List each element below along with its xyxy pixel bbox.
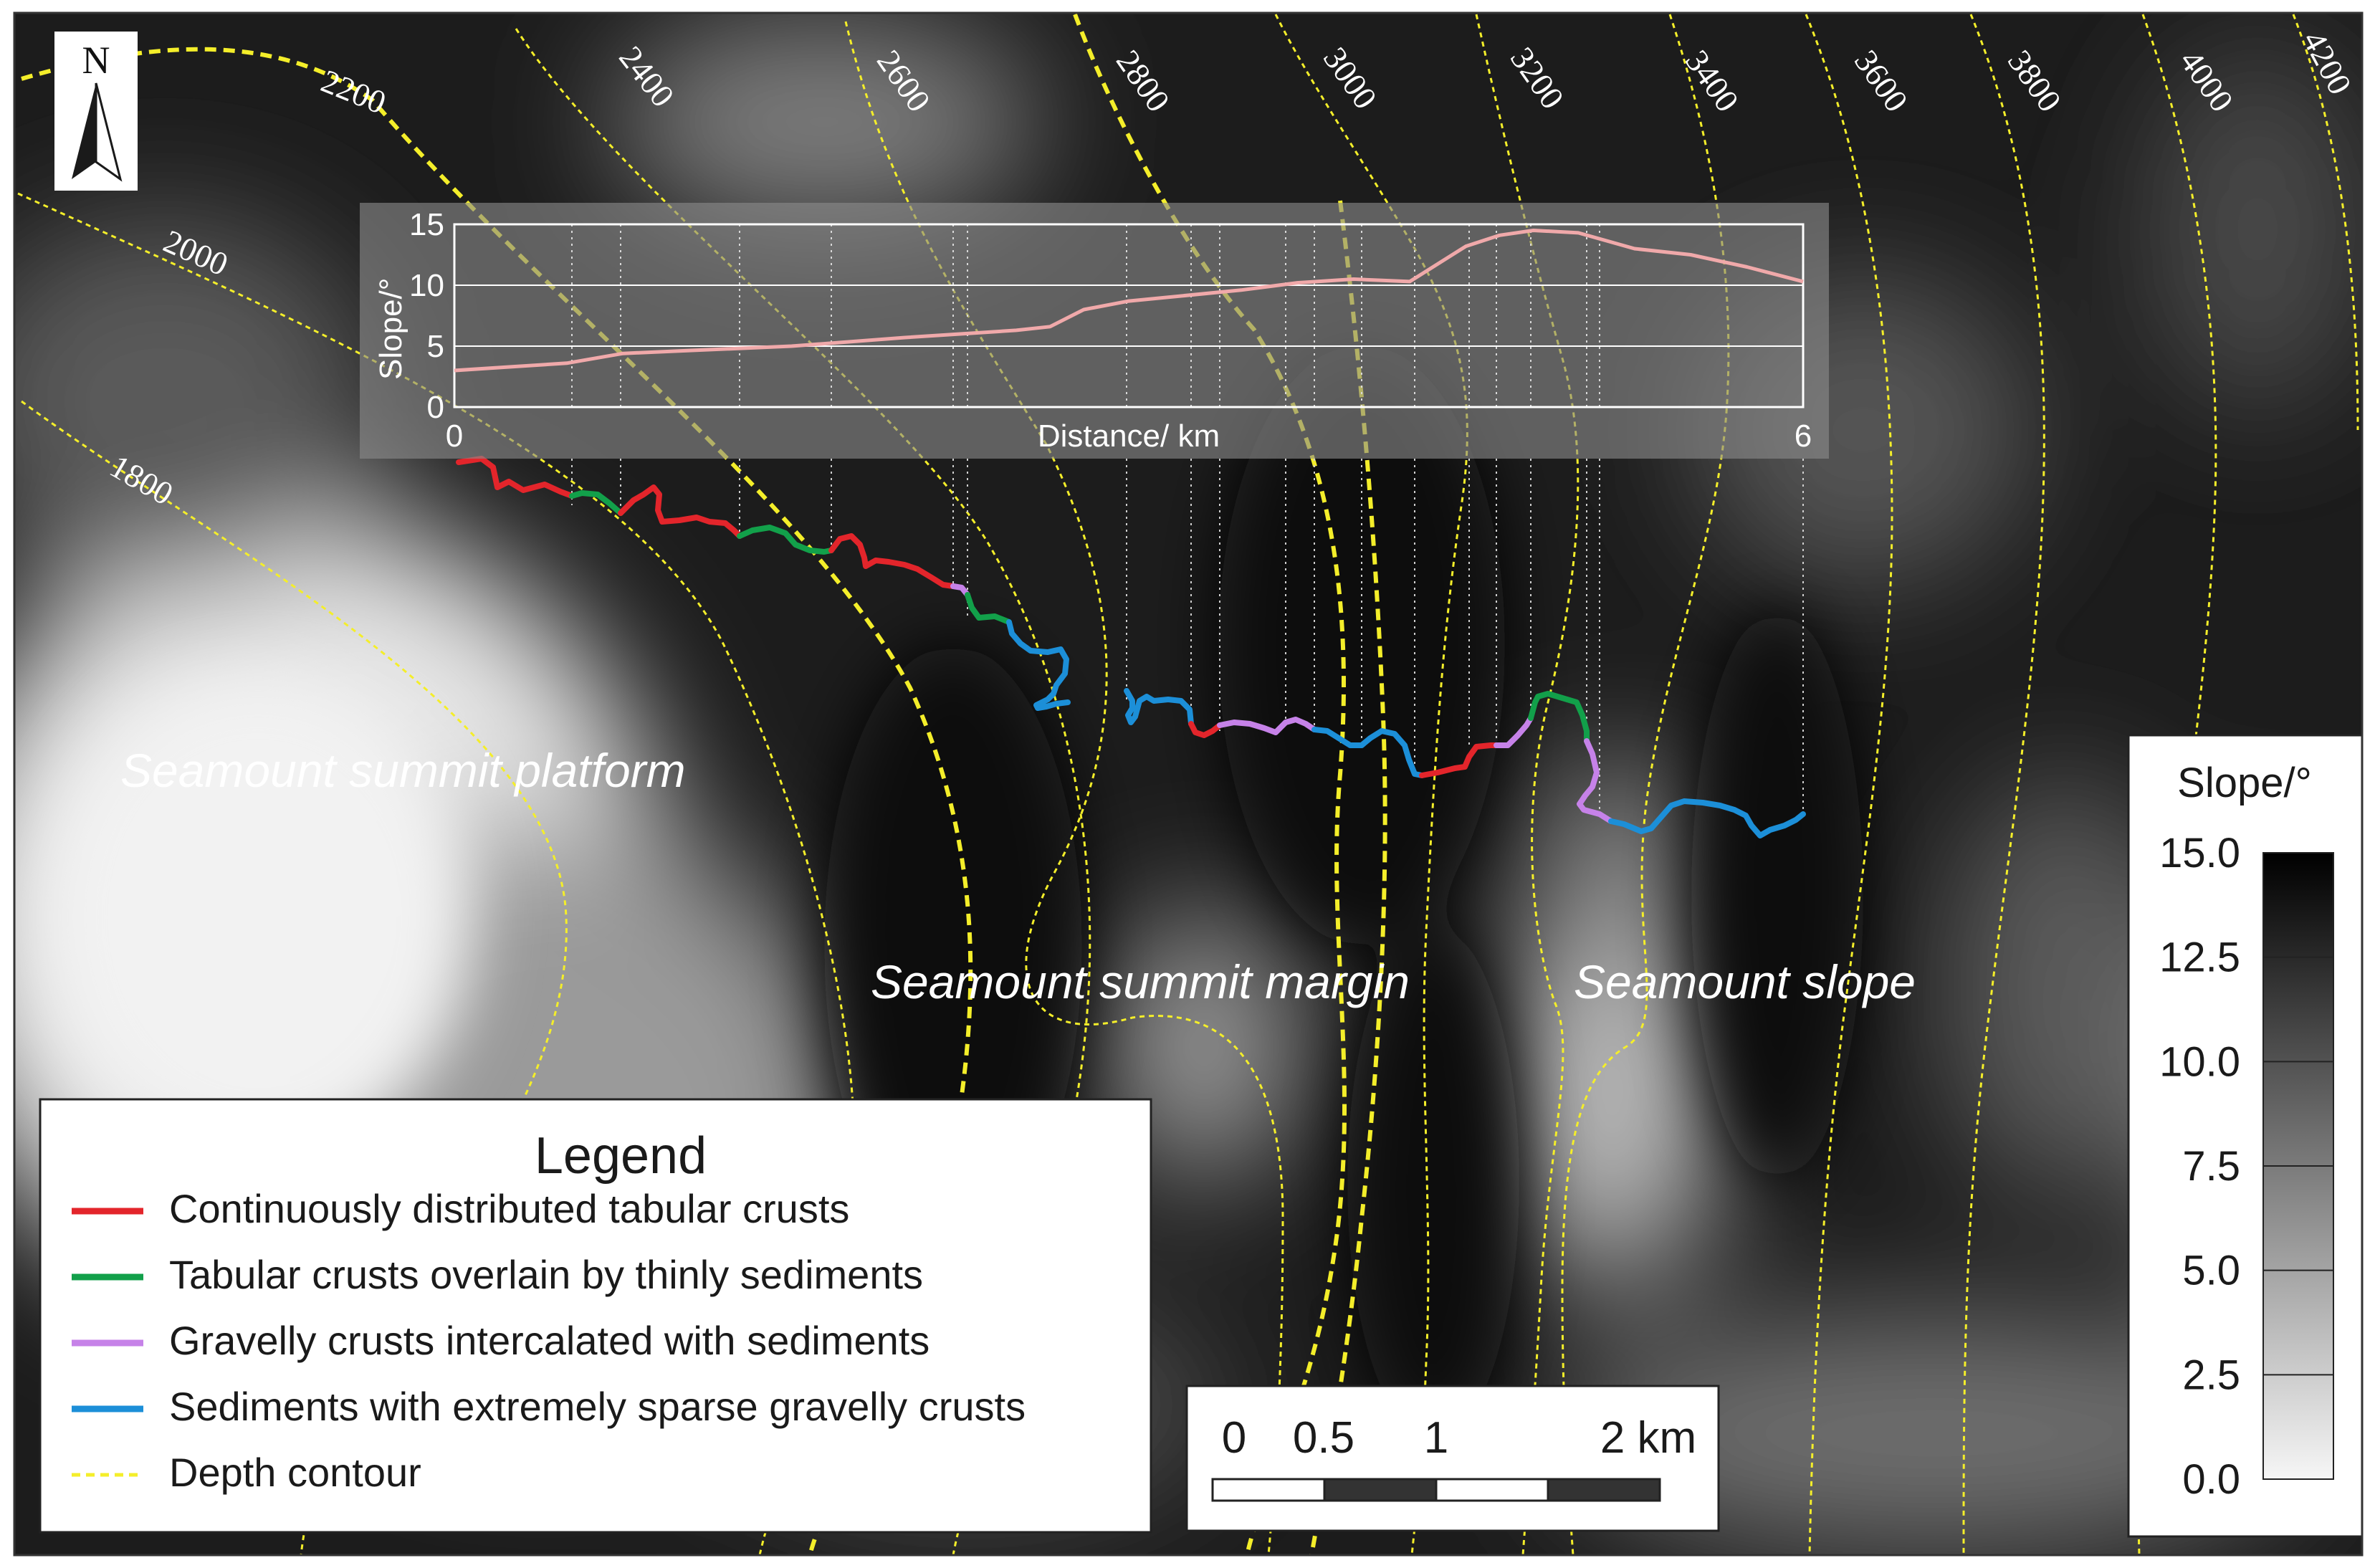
legend-item-label: Sediments with extremely sparse gravelly… bbox=[169, 1384, 1026, 1429]
track-segment-continuous-crust bbox=[828, 533, 956, 589]
colorbar-tick-label: 12.5 bbox=[2159, 934, 2240, 981]
track-segment-continuous-crust bbox=[456, 456, 575, 499]
colorbar-tick-label: 15.0 bbox=[2159, 830, 2240, 876]
track-segment-thin-sediment-crust bbox=[1528, 691, 1590, 744]
profile-guide-lines bbox=[571, 459, 1804, 817]
depth-contour-1800 bbox=[21, 400, 568, 1555]
inset-x-tick-label: 0 bbox=[446, 419, 463, 454]
track-segment-gravelly-crust bbox=[1494, 715, 1534, 748]
track-segment-gravelly-crust bbox=[1217, 717, 1317, 735]
depth-contour-2600 bbox=[844, 21, 1284, 1555]
colorbar-ticks: 15.0 12.5 10.0 7.5 5.0 2.5 0.0 bbox=[2159, 830, 2333, 1503]
north-label: N bbox=[82, 39, 110, 82]
legend-item-label: Continuously distributed tabular crusts bbox=[169, 1186, 849, 1231]
inset-y-tick-label: 0 bbox=[427, 390, 444, 425]
inset-y-tick-label: 15 bbox=[409, 207, 444, 242]
inset-x-axis-label: Distance/ km bbox=[1038, 419, 1220, 454]
inset-y-tick-label: 5 bbox=[427, 329, 444, 364]
track-segment-sparse-sediment bbox=[1124, 688, 1194, 727]
region-labels: Seamount summit platform Seamount summit… bbox=[120, 744, 1916, 1008]
colorbar-tick-label: 5.0 bbox=[2182, 1248, 2240, 1294]
inset-x-tick-label: 6 bbox=[1795, 419, 1812, 454]
track-segment-continuous-crust bbox=[1188, 721, 1223, 738]
track-segment-sparse-sediment bbox=[1311, 727, 1425, 778]
survey-track bbox=[456, 456, 1806, 838]
depth-contour-4200 bbox=[2292, 14, 2359, 431]
track-segment-continuous-crust bbox=[1419, 742, 1499, 778]
colorbar-tick-label: 0.0 bbox=[2182, 1456, 2240, 1503]
track-segment-sparse-sediment bbox=[1608, 798, 1806, 838]
region-label-slope: Seamount slope bbox=[1574, 955, 1916, 1008]
colorbar-tick-label: 2.5 bbox=[2182, 1352, 2240, 1398]
inset-y-tick-label: 10 bbox=[409, 268, 444, 303]
inset-vertical-guides bbox=[571, 224, 1600, 407]
track-segment-continuous-crust bbox=[618, 484, 742, 539]
legend-box bbox=[39, 1098, 1152, 1534]
north-arrow-icon bbox=[72, 82, 123, 182]
depth-contour-3600 bbox=[1805, 14, 1893, 1555]
inset-y-ticks: 0 5 10 15 bbox=[409, 207, 444, 425]
scale-bar-graphic bbox=[1211, 1478, 1661, 1502]
legend-item-label: Depth contour bbox=[169, 1450, 421, 1495]
colorbar-tick-label: 10.0 bbox=[2159, 1038, 2240, 1085]
scale-label-2km: 2 km bbox=[1600, 1413, 1696, 1463]
track-segment-sparse-sediment bbox=[1006, 619, 1071, 711]
region-label-margin: Seamount summit margin bbox=[871, 955, 1410, 1008]
inset-plot-frame bbox=[453, 223, 1805, 408]
slope-profile-line bbox=[454, 229, 1804, 373]
legend-item-label: Tabular crusts overlain by thinly sedime… bbox=[169, 1252, 923, 1297]
legend-title: Legend bbox=[535, 1127, 707, 1185]
scale-label-0-5: 0.5 bbox=[1293, 1413, 1354, 1463]
legend: Legend Continuously distributed tabular … bbox=[39, 1098, 1152, 1534]
map-frame bbox=[13, 11, 2364, 1557]
scale-label-0: 0 bbox=[1222, 1413, 1246, 1463]
north-arrow: N bbox=[54, 32, 138, 191]
track-segment-gravelly-crust bbox=[950, 583, 970, 598]
legend-items: Continuously distributed tabular crusts T… bbox=[72, 1186, 1026, 1495]
track-segment-thin-sediment-crust bbox=[737, 525, 834, 555]
colorbar-title: Slope/° bbox=[2177, 760, 2312, 806]
inset-y-axis-label: Slope/° bbox=[373, 278, 408, 380]
colorbar: Slope/° 15.0 12.5 10.0 7.5 5.0 2.5 0.0 bbox=[2127, 734, 2364, 1538]
depth-contour-2800 bbox=[1073, 13, 1347, 1555]
scale-label-1: 1 bbox=[1424, 1413, 1448, 1463]
scale-bar: 0 0.5 1 2 km bbox=[1185, 1385, 1720, 1532]
track-segment-thin-sediment-crust bbox=[569, 490, 623, 516]
track-segment-thin-sediment-crust bbox=[965, 592, 1012, 625]
inset-background bbox=[360, 203, 1829, 459]
track-segment-gravelly-crust bbox=[1577, 738, 1614, 824]
region-label-platform: Seamount summit platform bbox=[120, 744, 686, 797]
colorbar-tick-label: 7.5 bbox=[2182, 1143, 2240, 1190]
legend-item-label: Gravelly crusts intercalated with sedime… bbox=[169, 1318, 930, 1363]
